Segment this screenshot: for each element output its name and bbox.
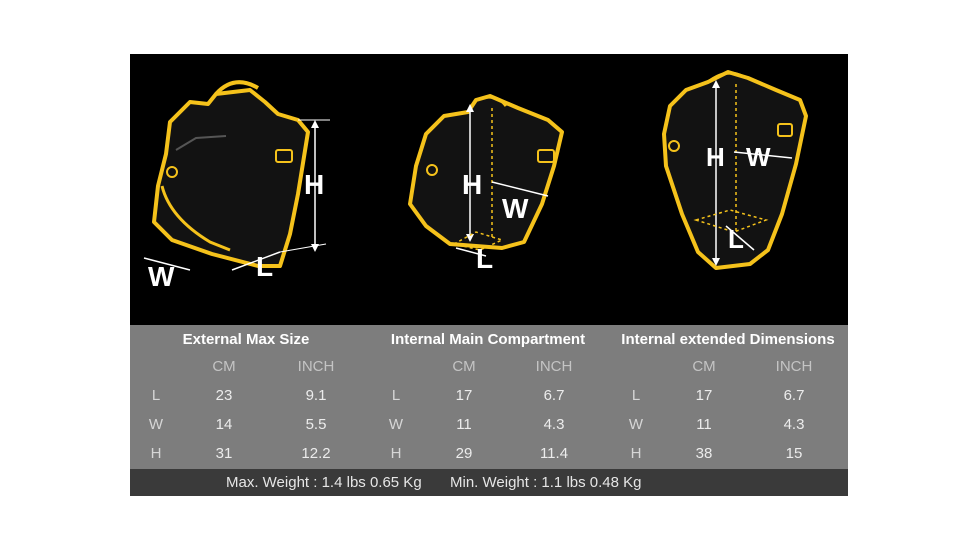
row-label: W (388, 416, 404, 433)
row-label: L (631, 387, 641, 404)
min-weight-text: Min. Weight : 1.1 lbs 0.48 Kg (450, 474, 642, 491)
unit-cm: CM (692, 358, 716, 375)
unit-inch: INCH (297, 358, 335, 375)
bag-extended-dimensions-icon: H W L (662, 70, 808, 270)
value-inch: 4.3 (543, 416, 565, 433)
row-label: L (151, 387, 161, 404)
row-label: W (628, 416, 644, 433)
value-cm: 31 (215, 445, 233, 462)
weight-footer: Max. Weight : 1.4 lbs 0.65 Kg Min. Weigh… (130, 469, 848, 496)
value-inch: 5.5 (305, 416, 327, 433)
row-label: H (390, 445, 402, 462)
h-label: H (304, 169, 324, 200)
unit-inch: INCH (535, 358, 573, 375)
h-label-2: H (462, 169, 482, 200)
max-weight-text: Max. Weight : 1.4 lbs 0.65 Kg (226, 474, 422, 491)
unit-inch: INCH (775, 358, 813, 375)
bag-illustrations: H L W H W L (143, 70, 808, 292)
w-label-3: W (746, 142, 771, 172)
value-cm: 11 (456, 416, 472, 433)
unit-cm: CM (212, 358, 236, 375)
unit-cm: CM (452, 358, 476, 375)
row-label: H (630, 445, 642, 462)
row-label: L (391, 387, 401, 404)
l-label-3: L (728, 224, 744, 254)
value-cm: 23 (215, 387, 233, 404)
row-label: H (150, 445, 162, 462)
w-label-2: W (502, 193, 529, 224)
value-inch: 11.4 (539, 445, 569, 462)
value-inch: 6.7 (783, 387, 805, 404)
size-chart-panel: H L W H W L (130, 54, 848, 496)
value-cm: 38 (695, 445, 713, 462)
bag-internal-compartment-icon: H W L (408, 94, 564, 274)
dimensions-table: External Max Size CM INCH L 23 9.1 W 14 … (130, 325, 848, 469)
value-inch: 15 (785, 445, 803, 462)
value-inch: 12.2 (301, 445, 331, 462)
value-cm: 17 (455, 387, 473, 404)
value-inch: 4.3 (783, 416, 805, 433)
value-cm: 14 (215, 416, 233, 433)
h-label-3: H (706, 142, 725, 172)
value-inch: 9.1 (305, 387, 327, 404)
value-inch: 6.7 (543, 387, 565, 404)
w-label: W (148, 261, 175, 292)
value-cm: 11 (696, 416, 712, 433)
bag-external-dimensions-icon: H L W (143, 80, 330, 292)
value-cm: 17 (695, 387, 713, 404)
internal-extended-dimensions-title: Internal extended Dimensions (621, 331, 835, 348)
value-cm: 29 (455, 445, 473, 462)
l-label-2: L (476, 243, 493, 274)
external-max-size-title: External Max Size (182, 331, 310, 348)
internal-main-compartment-title: Internal Main Compartment (390, 331, 586, 348)
l-label: L (256, 251, 273, 282)
row-label: W (148, 416, 164, 433)
